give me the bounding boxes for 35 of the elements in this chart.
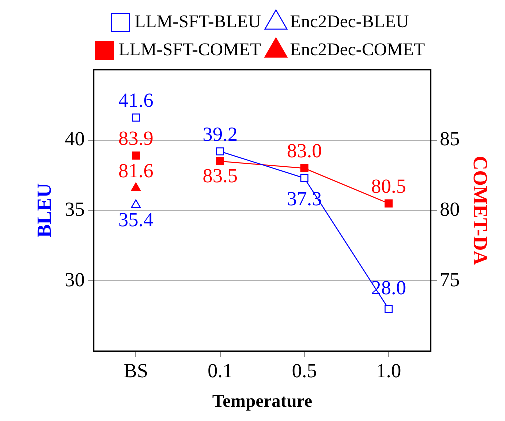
y2-tick-label: 85 [440,128,460,151]
point [131,200,141,208]
x-axis-title: Temperature [212,390,313,411]
legend-label: LLM-SFT-BLEU [134,12,262,32]
point [132,152,140,160]
data-label: 35.4 [118,209,154,232]
point [384,305,393,314]
data-label: 80.5 [371,176,406,198]
x-tick-label: 1.0 [376,360,402,383]
point [131,182,141,192]
data-label: 83.9 [118,128,154,150]
y-tick-label: 35 [65,198,85,221]
data-label: 83.0 [287,140,322,163]
point [300,164,309,173]
data-label: 81.6 [118,160,154,182]
y2-tick-label: 75 [440,269,460,292]
point [132,114,140,122]
legend-label: Enc2Dec-COMET [290,40,426,60]
y2-tick-label: 80 [440,198,460,221]
y2-axis-title: COMET-DA [468,156,491,266]
point [384,200,393,208]
x-tick-label: 0.1 [208,360,233,383]
point [216,148,224,156]
y-tick-label: 30 [65,269,85,292]
data-label: 83.5 [202,166,238,188]
legend-label: LLM-SFT-COMET [118,40,262,60]
point [300,174,309,182]
point [216,157,224,166]
legend-label: Enc2Dec-BLEU [290,12,410,32]
y-tick-label: 40 [65,128,85,151]
x-tick-label: BS [124,360,148,383]
y-axis-title: BLEU [34,183,56,238]
data-label: 39.2 [202,124,238,146]
x-tick-label: 0.5 [292,360,318,383]
data-label: 41.6 [118,90,154,112]
